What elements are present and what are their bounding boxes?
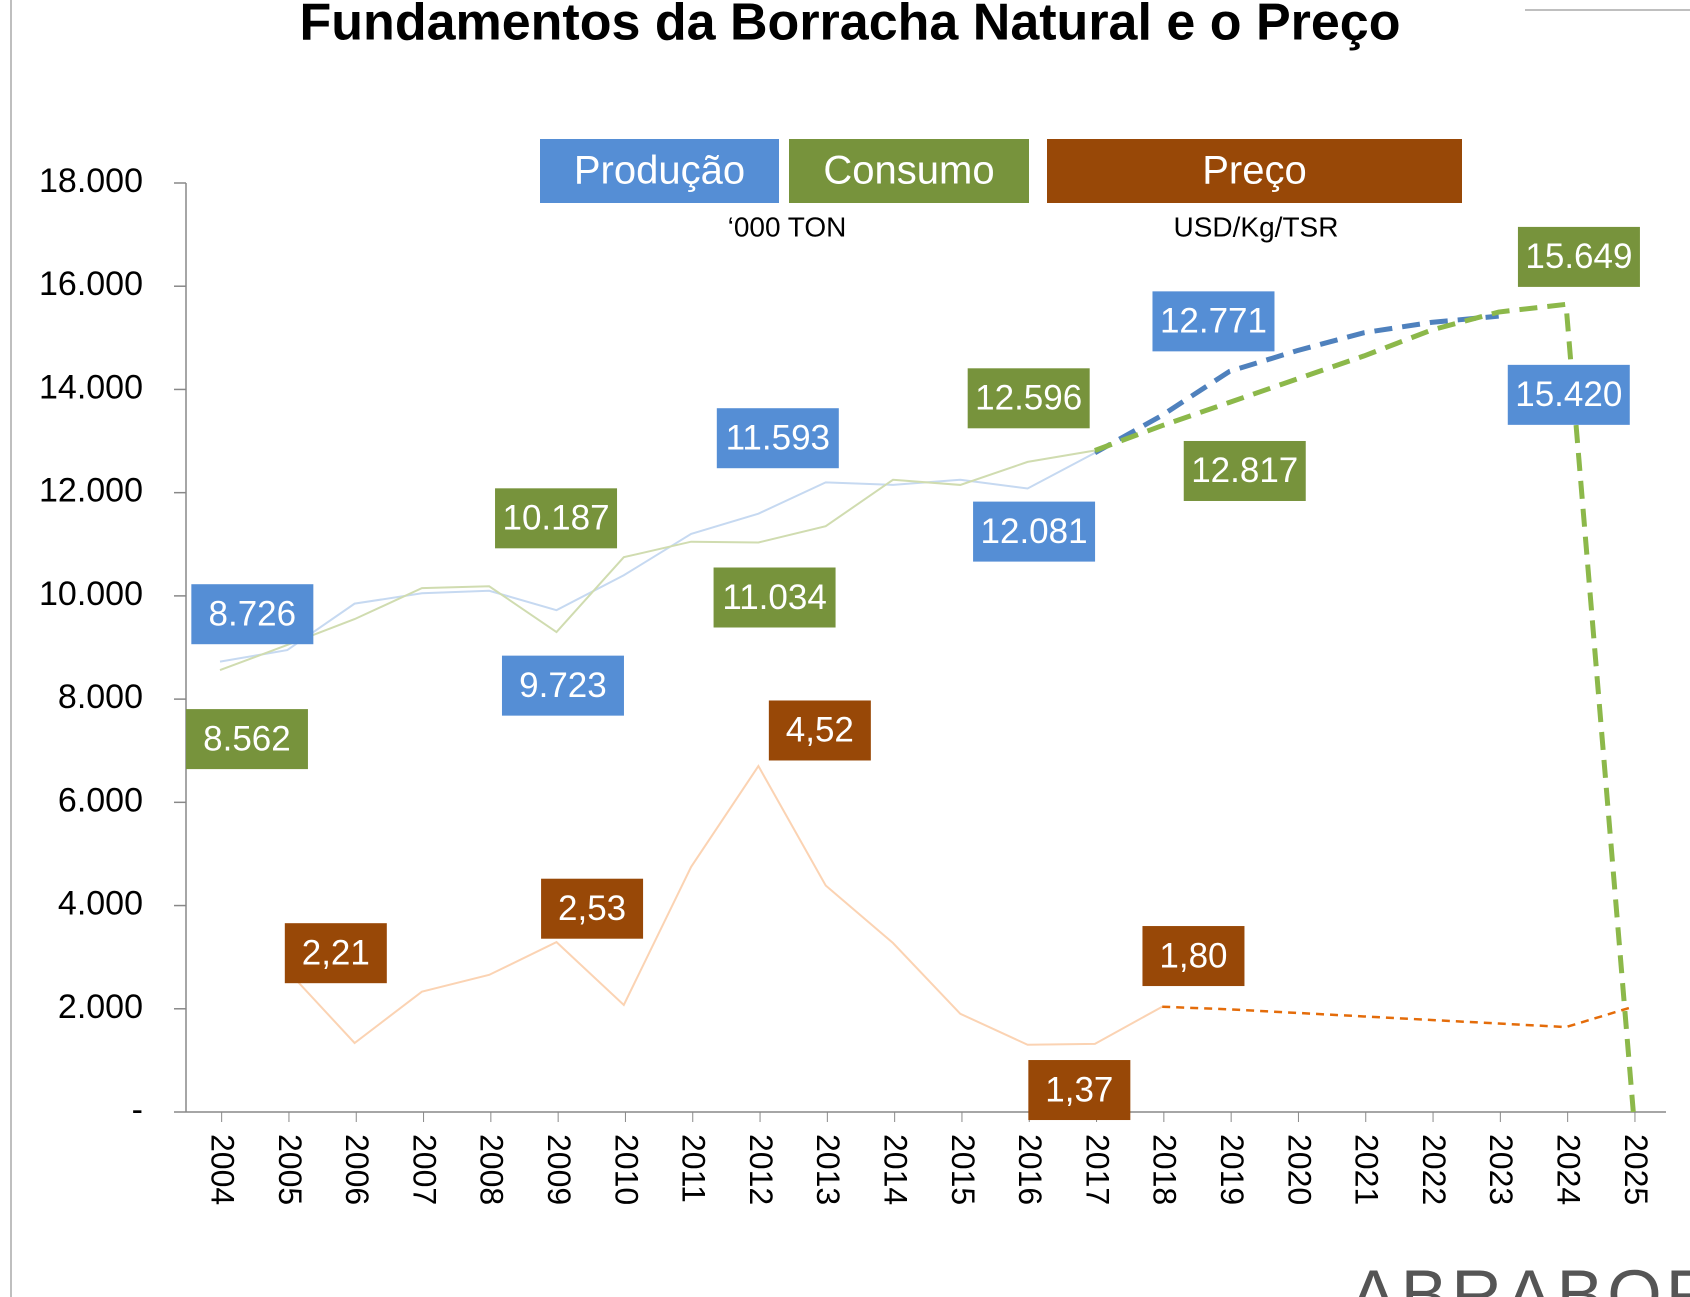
- label-box: [1507, 364, 1630, 425]
- data-label: 8.562: [203, 719, 291, 758]
- unit-label: ‘000 TON: [728, 211, 847, 242]
- x-tick-label: 2018: [1147, 1134, 1183, 1205]
- data-label: 1,37: [1045, 1070, 1113, 1109]
- y-tick-label: -: [132, 1091, 143, 1129]
- label-box: [191, 584, 314, 645]
- label-box: [541, 878, 644, 939]
- x-tick-label: 2004: [205, 1134, 241, 1205]
- data-label: 11.034: [722, 578, 826, 617]
- legend-label: Produção: [574, 149, 745, 193]
- projection-line: [1093, 313, 1499, 456]
- x-tick-label: 2020: [1281, 1134, 1317, 1205]
- y-tick-label: 12.000: [39, 472, 143, 510]
- y-tick-label: 18.000: [39, 162, 143, 200]
- y-tick-label: 4.000: [58, 885, 143, 923]
- series-line: [219, 449, 1096, 672]
- label-box: [1142, 926, 1245, 987]
- label-box: [284, 923, 387, 984]
- y-tick-label: 14.000: [39, 368, 143, 406]
- x-tick-label: 2021: [1349, 1134, 1385, 1205]
- y-tick-label: 8.000: [58, 678, 143, 716]
- unit-label: USD/Kg/TSR: [1174, 211, 1339, 242]
- data-label: 12.771: [1160, 302, 1267, 341]
- data-label: 12.596: [975, 379, 1082, 418]
- x-tick-label: 2023: [1483, 1134, 1519, 1205]
- x-tick-label: 2016: [1012, 1134, 1048, 1205]
- y-tick-label: 16.000: [39, 265, 143, 303]
- series-line: [219, 451, 1096, 663]
- legend-box: [789, 139, 1029, 203]
- label-box: [495, 488, 618, 549]
- data-label: 10.187: [503, 499, 610, 538]
- data-label: 1,80: [1159, 936, 1227, 975]
- x-tick-label: 2017: [1079, 1134, 1115, 1205]
- x-tick-label: 2025: [1618, 1134, 1654, 1205]
- legend-label: Preço: [1202, 149, 1307, 193]
- x-tick-label: 2009: [541, 1134, 577, 1205]
- x-tick-label: 2007: [406, 1134, 442, 1205]
- data-label: 12.081: [981, 512, 1088, 551]
- data-label: 8.726: [209, 594, 297, 633]
- data-label: 4,52: [786, 711, 854, 750]
- label-box: [1028, 1060, 1131, 1121]
- label-box: [185, 709, 308, 770]
- label-box: [768, 700, 871, 761]
- y-tick-label: 2.000: [58, 988, 143, 1026]
- data-label: 15.420: [1515, 375, 1622, 414]
- series-line: [286, 764, 1163, 1046]
- label-box: [1517, 226, 1640, 287]
- label-box: [1183, 440, 1306, 501]
- x-tick-label: 2005: [272, 1134, 308, 1205]
- label-box: [973, 501, 1096, 562]
- x-tick-label: 2013: [810, 1134, 846, 1205]
- x-tick-label: 2024: [1551, 1134, 1587, 1205]
- data-label: 15.649: [1525, 237, 1632, 276]
- data-label: 2,21: [302, 933, 370, 972]
- label-box: [716, 408, 839, 469]
- x-tick-label: 2008: [474, 1134, 510, 1205]
- x-tick-label: 2015: [945, 1134, 981, 1205]
- data-label: 11.593: [726, 418, 830, 457]
- x-tick-label: 2019: [1214, 1134, 1250, 1205]
- projection-line: [1162, 1005, 1634, 1029]
- x-tick-label: 2014: [878, 1134, 914, 1205]
- chart-title: Fundamentos da Borracha Natural e o Preç…: [300, 0, 1401, 52]
- label-box: [1152, 291, 1275, 352]
- x-tick-label: 2006: [339, 1134, 375, 1205]
- data-label: 12.817: [1191, 451, 1298, 490]
- label-box: [967, 368, 1090, 429]
- label-box: [713, 567, 836, 628]
- y-tick-label: 6.000: [58, 781, 143, 819]
- x-tick-label: 2012: [743, 1134, 779, 1205]
- data-label: 9.723: [519, 666, 607, 705]
- legend-label: Consumo: [823, 149, 994, 193]
- projection-line: [1094, 301, 1636, 1113]
- legend-box: [540, 139, 779, 203]
- legend-box: [1047, 139, 1462, 203]
- x-tick-label: 2011: [676, 1134, 712, 1203]
- data-label: 2,53: [558, 889, 626, 928]
- x-tick-label: 2010: [608, 1134, 644, 1205]
- label-box: [501, 655, 624, 716]
- logo: ABRABOR: [1350, 1255, 1690, 1297]
- y-tick-label: 10.000: [39, 575, 143, 613]
- x-tick-label: 2022: [1416, 1134, 1452, 1205]
